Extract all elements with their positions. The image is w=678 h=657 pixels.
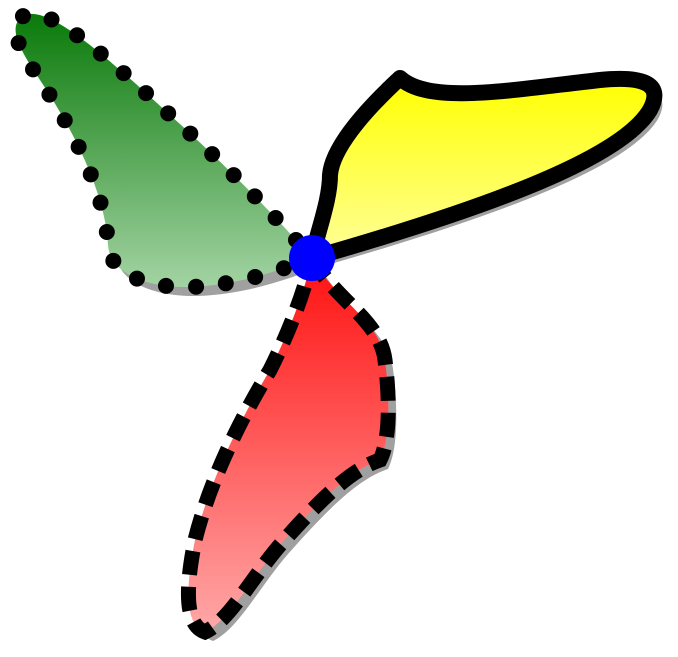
red-petal [181, 236, 396, 641]
green-petal-shape [7, 5, 326, 296]
yellow-petal [304, 70, 663, 266]
green-petal [7, 5, 326, 296]
red-petal-shape [181, 236, 396, 641]
yellow-petal-shape [304, 70, 663, 266]
center-dot [289, 235, 335, 281]
